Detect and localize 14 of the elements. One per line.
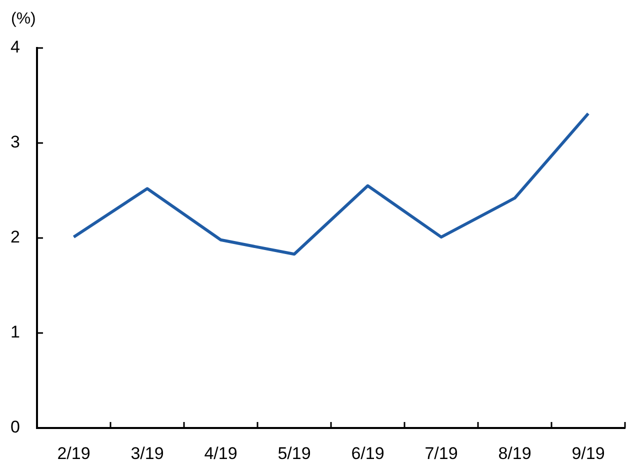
x-tick-label: 7/19 <box>424 444 458 463</box>
x-tick-label: 2/19 <box>57 444 90 463</box>
x-tick-label: 5/19 <box>278 444 311 463</box>
y-tick-label: 0 <box>10 418 20 437</box>
y-tick-label: 3 <box>10 132 20 152</box>
x-tick-label: 4/19 <box>204 444 238 463</box>
y-tick-label: 1 <box>10 322 20 342</box>
y-tick-label: 2 <box>10 228 20 247</box>
y-axis-title: (%) <box>11 10 36 28</box>
x-tick-label: 6/19 <box>351 444 384 463</box>
x-tick-label: 3/19 <box>130 444 164 463</box>
x-tick-label: 9/19 <box>572 444 605 463</box>
x-tick-label: 8/19 <box>498 444 532 463</box>
y-tick-label: 4 <box>10 38 20 57</box>
